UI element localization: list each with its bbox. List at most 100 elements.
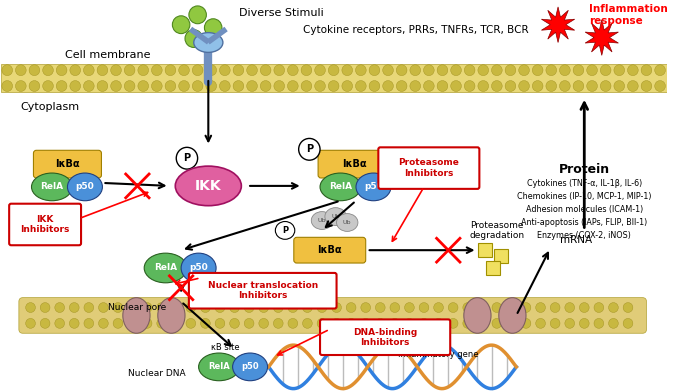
Circle shape [186, 303, 196, 312]
Text: Cytokine receptors, PRRs, TNFRs, TCR, BCR: Cytokine receptors, PRRs, TNFRs, TCR, BC… [303, 25, 528, 34]
Circle shape [124, 81, 135, 91]
Circle shape [204, 19, 222, 36]
Circle shape [259, 318, 269, 328]
Circle shape [233, 81, 244, 91]
Circle shape [423, 65, 434, 76]
Circle shape [383, 81, 393, 91]
Circle shape [55, 303, 64, 312]
Text: P: P [282, 226, 288, 235]
Circle shape [70, 81, 81, 91]
Circle shape [437, 81, 448, 91]
Circle shape [560, 81, 570, 91]
Ellipse shape [299, 138, 320, 160]
Ellipse shape [158, 298, 185, 333]
Circle shape [641, 81, 652, 91]
Circle shape [317, 318, 327, 328]
Circle shape [419, 318, 429, 328]
Circle shape [627, 81, 638, 91]
Circle shape [165, 81, 176, 91]
Circle shape [448, 318, 458, 328]
Circle shape [328, 81, 339, 91]
Circle shape [215, 318, 225, 328]
Circle shape [260, 65, 271, 76]
Circle shape [189, 6, 206, 24]
Text: p50: p50 [241, 362, 259, 371]
Circle shape [69, 303, 79, 312]
Ellipse shape [175, 166, 241, 206]
Ellipse shape [145, 253, 187, 283]
Circle shape [259, 303, 269, 312]
Circle shape [97, 81, 108, 91]
Circle shape [356, 81, 366, 91]
Circle shape [142, 303, 152, 312]
Circle shape [464, 65, 475, 76]
Text: P: P [184, 153, 190, 163]
Circle shape [84, 81, 94, 91]
Circle shape [25, 318, 36, 328]
Circle shape [42, 81, 53, 91]
Circle shape [56, 65, 67, 76]
Circle shape [301, 65, 312, 76]
Circle shape [608, 318, 619, 328]
Circle shape [600, 65, 611, 76]
Circle shape [201, 34, 219, 51]
Ellipse shape [123, 298, 150, 333]
Circle shape [536, 303, 545, 312]
Text: Ub: Ub [318, 218, 326, 223]
Circle shape [405, 318, 414, 328]
Ellipse shape [275, 221, 295, 239]
Circle shape [655, 65, 665, 76]
Circle shape [550, 318, 560, 328]
Circle shape [361, 318, 371, 328]
Circle shape [369, 65, 379, 76]
Circle shape [233, 65, 244, 76]
Circle shape [623, 303, 633, 312]
Circle shape [192, 65, 203, 76]
Circle shape [342, 65, 353, 76]
Circle shape [492, 81, 502, 91]
Circle shape [165, 65, 176, 76]
Circle shape [451, 65, 462, 76]
Circle shape [151, 81, 162, 91]
Circle shape [383, 65, 393, 76]
Circle shape [375, 318, 385, 328]
Text: Ub: Ub [343, 220, 351, 225]
Circle shape [594, 303, 603, 312]
Circle shape [201, 303, 210, 312]
Circle shape [627, 65, 638, 76]
Circle shape [332, 318, 341, 328]
Circle shape [423, 81, 434, 91]
Polygon shape [585, 20, 619, 55]
Circle shape [521, 303, 531, 312]
Polygon shape [541, 7, 575, 42]
Circle shape [437, 65, 448, 76]
Text: Proteasome
Inhibitors: Proteasome Inhibitors [399, 158, 459, 178]
Circle shape [127, 318, 138, 328]
Text: RelA: RelA [40, 182, 64, 191]
Circle shape [84, 303, 94, 312]
Circle shape [397, 81, 407, 91]
Text: Nuclear DNA: Nuclear DNA [128, 369, 186, 378]
Circle shape [519, 81, 530, 91]
Circle shape [532, 81, 543, 91]
Circle shape [410, 81, 421, 91]
Circle shape [127, 303, 138, 312]
Ellipse shape [320, 173, 361, 201]
Text: Protein: Protein [559, 163, 610, 176]
Circle shape [288, 65, 298, 76]
Circle shape [84, 318, 94, 328]
Ellipse shape [67, 173, 103, 201]
Circle shape [434, 303, 443, 312]
Circle shape [608, 303, 619, 312]
Circle shape [157, 303, 166, 312]
Circle shape [97, 65, 108, 76]
Circle shape [546, 65, 557, 76]
Circle shape [2, 81, 12, 91]
Circle shape [171, 303, 181, 312]
Circle shape [206, 81, 216, 91]
Circle shape [587, 65, 597, 76]
Circle shape [29, 81, 40, 91]
Circle shape [477, 303, 487, 312]
Ellipse shape [233, 353, 268, 381]
Circle shape [565, 318, 575, 328]
